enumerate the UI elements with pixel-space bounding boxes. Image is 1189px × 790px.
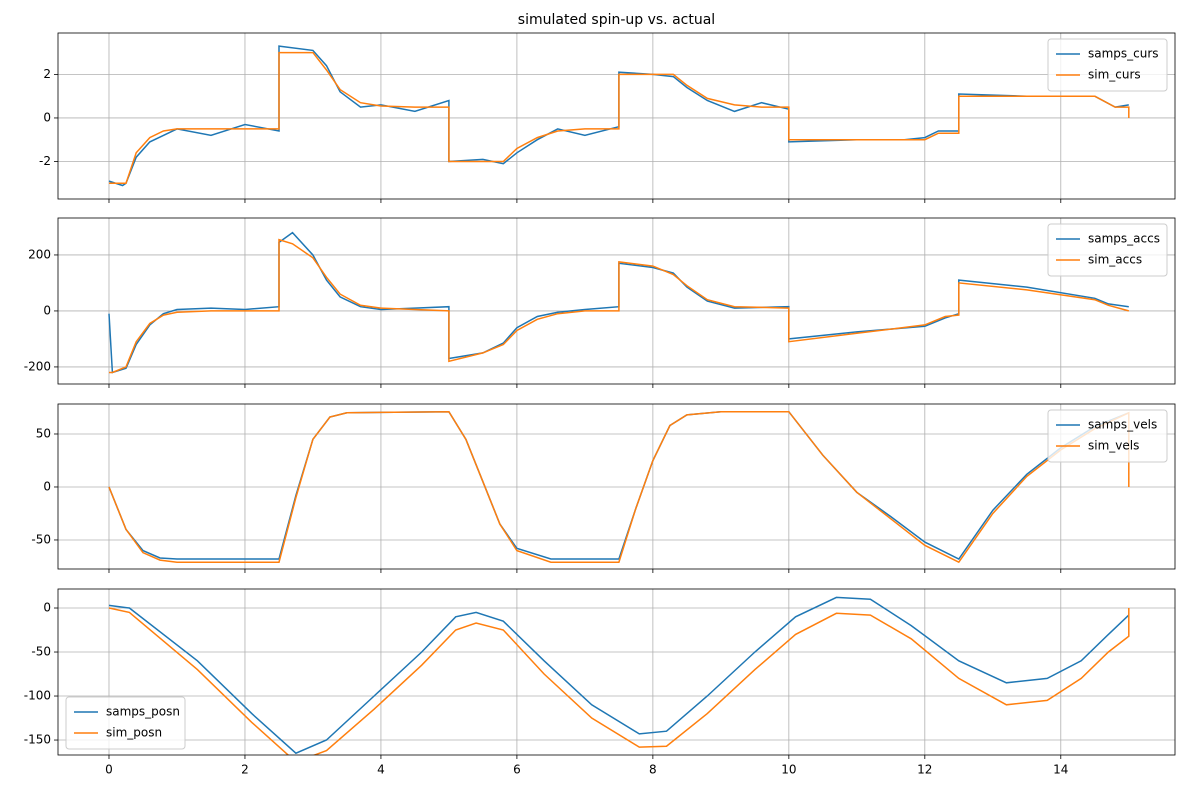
y-tick-label: -150 (24, 733, 51, 747)
x-tick-label: 0 (105, 763, 113, 777)
y-tick-label: 50 (36, 426, 51, 440)
x-tick-label: 2 (241, 763, 249, 777)
subplot: 0 2 4 6 8 10 12 14 -150 -100 -50 0 samps_posn sim_pos… (24, 588, 1176, 777)
x-tick-label: 4 (377, 763, 385, 777)
y-tick-label: -50 (31, 645, 51, 659)
legend-box (65, 696, 186, 750)
legend: samps_accs sim_accs (1047, 223, 1168, 277)
legend-label: samps_curs (1088, 47, 1159, 61)
series-line (108, 410, 1130, 564)
series-line (108, 45, 1129, 187)
subplot: -50 0 50 samps_vels sim_vels (31, 403, 1176, 573)
series-line (108, 231, 1129, 374)
legend-label: samps_posn (106, 705, 180, 719)
y-tick-label: 2 (43, 67, 51, 81)
y-tick-label: -100 (24, 689, 51, 703)
x-tick-label: 12 (917, 763, 932, 777)
legend: samps_curs sim_curs (1047, 38, 1168, 92)
y-tick-label: 0 (43, 303, 51, 317)
legend: samps_vels sim_vels (1047, 409, 1168, 463)
y-tick-label: 0 (43, 110, 51, 124)
y-tick-label: 0 (43, 601, 51, 615)
y-tick-label: -50 (31, 532, 51, 546)
legend-label: samps_accs (1088, 232, 1160, 246)
subplot: simulated spin-up vs. actual -2 0 2 samps_cu… (39, 12, 1176, 203)
legend-label: sim_posn (106, 726, 162, 740)
series-line (108, 596, 1130, 755)
legend-box (1047, 409, 1168, 463)
legend-label: samps_vels (1088, 418, 1157, 432)
series-line (108, 607, 1130, 755)
chart-title: simulated spin-up vs. actual (518, 12, 715, 28)
axes-frame (57, 217, 1176, 385)
legend: samps_posn sim_posn (65, 696, 186, 750)
legend-label: sim_curs (1088, 68, 1141, 82)
axes-frame (57, 32, 1176, 200)
y-tick-label: 200 (28, 247, 51, 261)
legend-box (1047, 38, 1168, 92)
series-line (109, 238, 1129, 374)
y-tick-label: 0 (43, 479, 51, 493)
legend-label: sim_vels (1088, 439, 1139, 453)
legend-box (1047, 223, 1168, 277)
x-tick-label: 14 (1053, 763, 1068, 777)
x-tick-label: 6 (513, 763, 521, 777)
legend-label: sim_accs (1088, 253, 1142, 267)
x-tick-label: 10 (781, 763, 796, 777)
x-tick-label: 8 (649, 763, 657, 777)
axes-frame (57, 588, 1176, 756)
y-tick-label: -200 (24, 359, 51, 373)
series-line (109, 51, 1130, 185)
axes-frame (57, 403, 1176, 570)
subplot: -200 0 200 samps_accs sim_accs (24, 217, 1176, 388)
y-tick-label: -2 (39, 154, 51, 168)
